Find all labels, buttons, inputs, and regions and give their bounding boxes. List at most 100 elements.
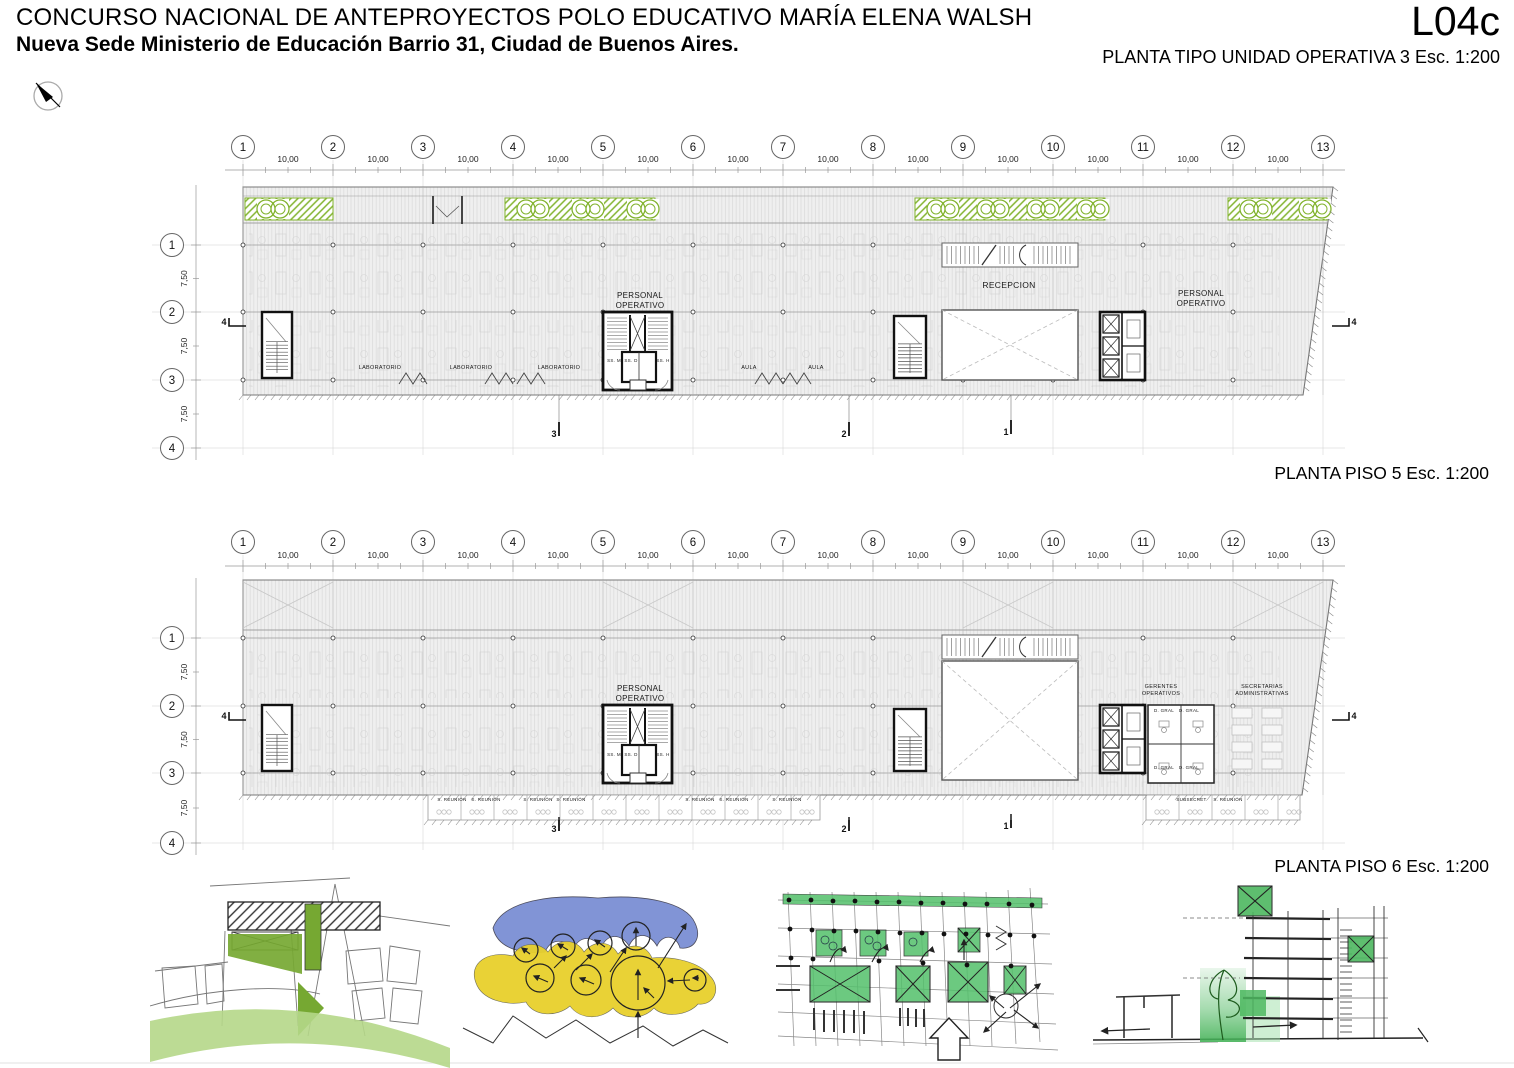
secretarias-desks bbox=[1231, 707, 1283, 770]
grid-bubble-number: 3 bbox=[420, 142, 426, 154]
row-dimension: 7,50 bbox=[179, 799, 189, 816]
grid-bubble-number: 12 bbox=[1227, 142, 1240, 154]
site-plan-sketch bbox=[150, 877, 450, 1068]
row-dimension: 7,50 bbox=[179, 663, 189, 680]
grid-bubble-number: 6 bbox=[690, 537, 696, 549]
bay-dimension: 10,00 bbox=[907, 550, 929, 560]
grid-bubble-number: 4 bbox=[169, 443, 176, 455]
grid-bubble-number: 7 bbox=[780, 537, 786, 549]
bay-dimension: 10,00 bbox=[637, 154, 659, 164]
blue-blob bbox=[492, 896, 698, 953]
structure-grid-sketch bbox=[776, 887, 1059, 1061]
row-dimension: 7,50 bbox=[179, 337, 189, 354]
building bbox=[242, 186, 1334, 396]
section-mark bbox=[228, 318, 246, 327]
ground-tick bbox=[1417, 1027, 1429, 1043]
grid-bubble-number: 13 bbox=[1317, 537, 1330, 549]
bay-dimension: 10,00 bbox=[1177, 154, 1199, 164]
stair-hatch-strip bbox=[1340, 929, 1352, 1033]
north-arrow-icon bbox=[33, 81, 63, 111]
green-void-band bbox=[1200, 968, 1246, 1042]
ground-line-2 bbox=[1092, 1041, 1219, 1045]
edge-ticks bbox=[238, 579, 1339, 826]
grid-bubble-number: 1 bbox=[169, 240, 175, 252]
foundation-ticks bbox=[776, 965, 925, 1034]
ground-zigzag bbox=[462, 1015, 729, 1047]
columns bbox=[1252, 906, 1385, 1040]
grid-bubble-number: 5 bbox=[600, 537, 606, 549]
tree-squiggle bbox=[1209, 969, 1240, 1041]
bay-dimension: 10,00 bbox=[1177, 550, 1199, 560]
sketch-green-band bbox=[150, 1009, 450, 1068]
planter-strip bbox=[244, 197, 1332, 221]
grid-bubble-number: 11 bbox=[1137, 142, 1149, 154]
grid-bubble-number: 10 bbox=[1047, 537, 1060, 549]
dimension-ruler bbox=[191, 560, 1345, 855]
grid-bubble-number: 6 bbox=[690, 142, 696, 154]
bay-dimension: 10,00 bbox=[1087, 550, 1109, 560]
cores bbox=[260, 634, 1147, 785]
column-dots bbox=[786, 897, 1037, 969]
bay-dimension: 10,00 bbox=[907, 154, 929, 164]
dimension-ruler bbox=[191, 164, 1345, 460]
yellow-blob bbox=[474, 941, 716, 1018]
grid-bubble-number: 2 bbox=[330, 537, 336, 549]
building-section-sketch bbox=[1092, 885, 1429, 1045]
flow-arrows bbox=[520, 922, 699, 1038]
bay-dimension: 10,00 bbox=[817, 550, 839, 560]
row-dimension: 7,50 bbox=[179, 270, 189, 287]
grid-bubble-number: 3 bbox=[169, 375, 175, 387]
bay-dimension: 10,00 bbox=[277, 550, 299, 560]
grid-bubble-number: 3 bbox=[420, 537, 426, 549]
section-mark bbox=[1332, 712, 1350, 721]
bay-dimension: 10,00 bbox=[547, 550, 569, 560]
sheet-code: L04c bbox=[1411, 0, 1500, 44]
grid-bubble-number: 2 bbox=[169, 307, 175, 319]
grid-bubbles: 1 10,00 2 10,00 3 10,00 4 10,00 5 10,00 6 10,00 7 10,… bbox=[160, 530, 1335, 855]
plan-caption: PLANTA PISO 5 Esc. 1:200 bbox=[1274, 463, 1489, 483]
planta-piso-6: 1 10,00 2 10,00 3 10,00 4 10,00 5 10,00 6 10,00 7 10,… bbox=[152, 530, 1350, 855]
bay-dimension: 10,00 bbox=[727, 550, 749, 560]
bay-dimension: 10,00 bbox=[1087, 154, 1109, 164]
bay-dimension: 10,00 bbox=[817, 154, 839, 164]
grid-bubble-number: 9 bbox=[960, 142, 966, 154]
grid-bubble-number: 7 bbox=[780, 142, 786, 154]
sketch-arrows bbox=[829, 938, 1042, 1033]
bay-dimension: 10,00 bbox=[1267, 550, 1289, 560]
planta-piso-5: 1 10,00 2 10,00 3 10,00 4 10,00 5 10,00 6 10,00 7 10,… bbox=[152, 135, 1350, 460]
sketch-building-bar bbox=[227, 901, 381, 931]
grid-bubble-number: 13 bbox=[1317, 142, 1330, 154]
grid-bubble-number: 4 bbox=[510, 537, 517, 549]
grid-bubble-number: 10 bbox=[1047, 142, 1060, 154]
sheet-title: CONCURSO NACIONAL DE ANTEPROYECTOS POLO … bbox=[16, 4, 1033, 31]
stair-zigzag bbox=[995, 925, 1007, 951]
bay-dimension: 10,00 bbox=[637, 550, 659, 560]
bay-dimension: 10,00 bbox=[727, 154, 749, 164]
edge-ticks bbox=[238, 186, 1339, 401]
green-hall-squares bbox=[809, 961, 1027, 1003]
meeting-room-strip bbox=[427, 794, 1302, 821]
bay-dimension: 10,00 bbox=[277, 154, 299, 164]
sheet-plan-type: PLANTA TIPO UNIDAD OPERATIVA 3 Esc. 1:20… bbox=[1102, 47, 1500, 67]
grid-bubble-number: 12 bbox=[1227, 537, 1240, 549]
entry-arrow bbox=[928, 1016, 970, 1061]
cores bbox=[260, 242, 1147, 392]
grid-bubble-number: 4 bbox=[169, 838, 176, 850]
row-dimension: 7,50 bbox=[179, 731, 189, 748]
grid-bubble-number: 8 bbox=[870, 537, 876, 549]
sheet-subtitle: Nueva Sede Ministerio de Educación Barri… bbox=[16, 33, 739, 56]
grid-bubble-number: 3 bbox=[169, 768, 175, 780]
grid-bubble-number: 1 bbox=[240, 537, 246, 549]
grid-bubble-number: 4 bbox=[510, 142, 517, 154]
right-arrow bbox=[1252, 1021, 1298, 1030]
section-mark bbox=[228, 712, 246, 721]
street-furniture bbox=[1115, 994, 1181, 1038]
bay-dimension: 10,00 bbox=[367, 154, 389, 164]
grid-bubble-number: 9 bbox=[960, 537, 966, 549]
green-roof-strip bbox=[782, 893, 1043, 909]
grid-bubble-number: 11 bbox=[1137, 537, 1149, 549]
program-bubbles-sketch bbox=[462, 896, 729, 1047]
bay-dimension: 10,00 bbox=[457, 154, 479, 164]
grid-bubble-number: 1 bbox=[169, 633, 175, 645]
